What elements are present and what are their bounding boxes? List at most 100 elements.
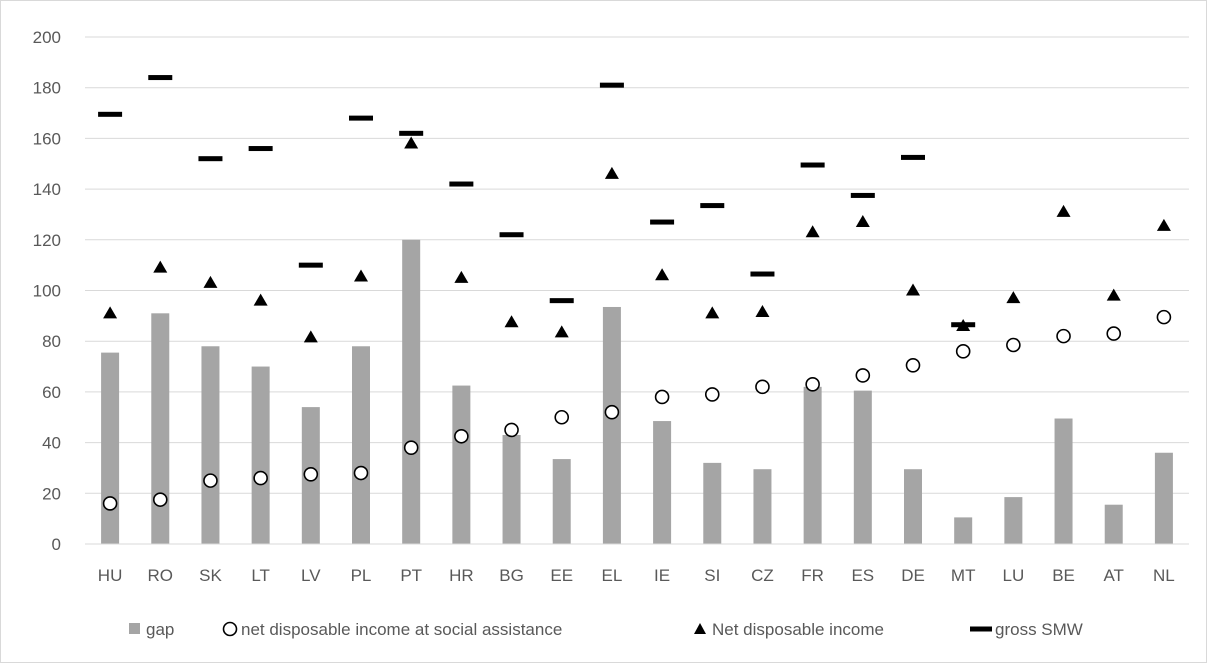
marker-net-disposable-income [504, 315, 519, 328]
x-tick-label: SK [199, 566, 222, 585]
x-tick-label: HU [98, 566, 123, 585]
bar-gap [452, 385, 471, 544]
y-tick-label: 140 [33, 180, 61, 199]
marker-social-assistance [905, 357, 921, 373]
y-tick-label: 20 [42, 484, 61, 503]
marker-social-assistance [604, 404, 620, 420]
y-tick-label: 100 [33, 282, 61, 301]
y-tick-label: 180 [33, 79, 61, 98]
y-tick-label: 0 [52, 535, 61, 554]
x-tick-label: LU [1002, 566, 1024, 585]
marker-net-disposable-income [655, 268, 670, 281]
bar-gap [201, 346, 220, 544]
y-tick-label: 120 [33, 231, 61, 250]
marker-net-disposable-income [354, 269, 368, 282]
marker-net-disposable-income [303, 330, 318, 343]
x-tick-label: CZ [751, 566, 774, 585]
marker-social-assistance [955, 344, 971, 359]
marker-social-assistance [504, 422, 519, 438]
y-tick-label: 80 [42, 332, 61, 351]
marker-gross-smw [298, 262, 323, 268]
bar-gap [151, 313, 170, 544]
marker-social-assistance [403, 440, 419, 455]
y-axis-tick-labels: 0 20 40 60 80 100 120 140 160 180 200 [33, 28, 61, 554]
y-tick-label: 60 [42, 383, 61, 402]
legend-label: gap [146, 620, 174, 639]
marker-gross-smw [549, 298, 574, 304]
marker-net-disposable-income [705, 306, 720, 319]
legend-swatch-social-assistance [222, 621, 238, 637]
marker-social-assistance [1006, 337, 1021, 353]
x-tick-label: EE [550, 566, 573, 585]
legend: gap net disposable income at social assis… [129, 620, 1083, 639]
legend-label: Net disposable income [712, 620, 884, 639]
marker-gross-smw [700, 203, 725, 209]
marker-social-assistance [152, 492, 168, 507]
bar-gap [753, 469, 772, 544]
x-tick-label: AT [1103, 566, 1123, 585]
marker-net-disposable-income [153, 260, 168, 273]
x-tick-label: PL [351, 566, 372, 585]
marker-social-assistance [102, 496, 118, 511]
x-tick-label: NL [1153, 566, 1175, 585]
marker-gross-smw [951, 322, 976, 328]
marker-net-disposable-income [253, 293, 268, 306]
marker-social-assistance [805, 376, 820, 392]
bar-gap [402, 239, 421, 545]
bar-gap [602, 306, 621, 544]
marker-gross-smw [248, 146, 273, 152]
x-tick-label: LT [251, 566, 270, 585]
y-tick-label: 40 [42, 434, 61, 453]
bar-gap [101, 352, 120, 544]
gap-bars [101, 239, 1173, 545]
marker-net-disposable-income [1156, 218, 1171, 231]
marker-social-assistance [1056, 328, 1071, 344]
marker-gross-smw [650, 219, 675, 225]
legend-swatch-gap [129, 623, 140, 634]
marker-social-assistance [755, 379, 770, 395]
x-tick-label: IE [654, 566, 670, 585]
x-tick-label: MT [951, 566, 976, 585]
marker-gross-smw [399, 130, 424, 136]
bar-gap [1104, 504, 1123, 544]
marker-social-assistance [704, 387, 720, 402]
marker-net-disposable-income [1056, 204, 1071, 217]
legend-swatch-gross-smw [970, 626, 992, 632]
x-tick-label: EL [602, 566, 623, 585]
bar-gap [803, 386, 822, 544]
marker-social-assistance [1156, 309, 1172, 325]
x-tick-label: LV [301, 566, 321, 585]
marker-gross-smw [349, 115, 373, 121]
marker-net-disposable-income [755, 305, 770, 318]
bar-gap [853, 390, 872, 544]
marker-net-disposable-income [855, 215, 870, 228]
bar-gap [352, 346, 370, 544]
bar-gap [904, 469, 922, 544]
bar-gap [552, 459, 571, 544]
marker-social-assistance [303, 466, 319, 482]
x-axis-tick-labels: HU RO SK LT LV PL PT HR BG EE EL IE SI CZ FR ES DE MT LU BE… [98, 566, 1175, 585]
marker-gross-smw [599, 82, 624, 88]
y-tick-label: 160 [33, 129, 61, 148]
x-tick-label: SI [704, 566, 720, 585]
marker-net-disposable-income [604, 166, 619, 179]
marker-social-assistance [203, 473, 218, 488]
x-tick-label: ES [851, 566, 874, 585]
marker-gross-smw [800, 162, 825, 168]
bar-gap [653, 421, 672, 544]
x-tick-label: RO [148, 566, 174, 585]
x-tick-label: BE [1052, 566, 1075, 585]
marker-net-disposable-income [906, 283, 920, 296]
marker-net-disposable-income [203, 275, 218, 288]
marker-social-assistance [654, 389, 670, 405]
series-markers [98, 75, 1172, 511]
x-tick-label: PT [400, 566, 422, 585]
marker-gross-smw [499, 232, 524, 238]
x-tick-label: FR [801, 566, 824, 585]
marker-social-assistance [353, 465, 369, 481]
x-tick-label: DE [901, 566, 925, 585]
marker-gross-smw [449, 181, 474, 187]
marker-social-assistance [454, 428, 469, 444]
bar-gap [502, 434, 521, 544]
marker-net-disposable-income [1006, 291, 1021, 304]
